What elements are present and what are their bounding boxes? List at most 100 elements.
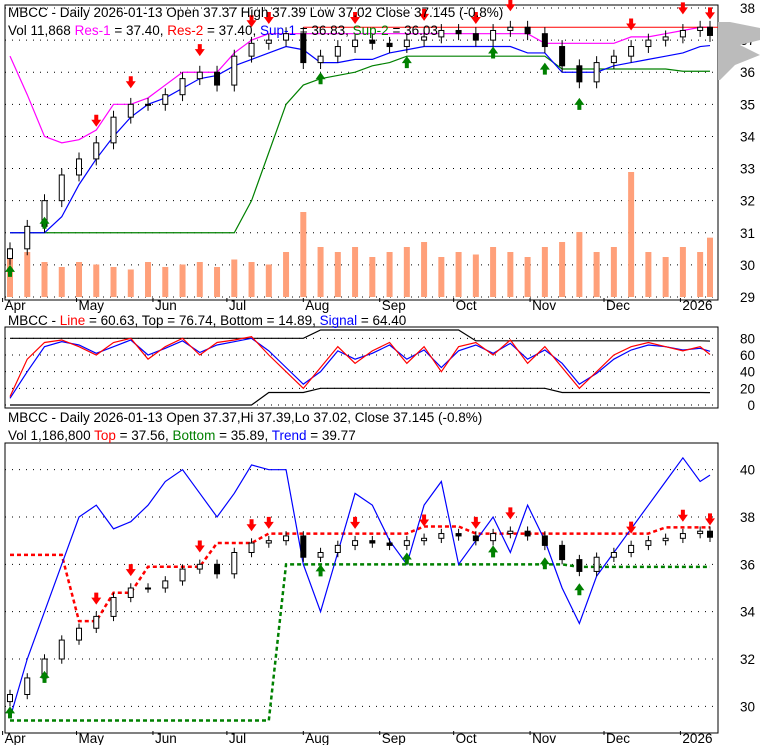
candle: [559, 46, 566, 67]
sell-arrow-icon: [705, 513, 715, 526]
x-tick-label: Sep: [382, 731, 406, 745]
candle: [645, 540, 652, 546]
sell-arrow-icon: [194, 44, 205, 57]
sell-arrow-icon: [470, 12, 481, 25]
candle: [24, 225, 31, 250]
sell-arrow-icon: [125, 76, 136, 89]
candle: [697, 26, 704, 31]
candle: [127, 103, 134, 118]
x-tick-label: Apr: [5, 731, 27, 745]
volume-by-price-histogram: [718, 22, 760, 80]
buy-arrow-icon: [539, 557, 550, 570]
candle: [231, 55, 238, 86]
sell-arrow-icon: [626, 521, 637, 534]
candle: [162, 94, 169, 105]
oscillator-legend: MBCC - Line = 60.63, Top = 76.74, Bottom…: [8, 313, 406, 328]
candle: [334, 544, 341, 554]
sell-arrow-icon: [505, 0, 516, 12]
candle: [541, 535, 548, 546]
price-panel-title: MBCC - Daily 2026-01-13 Open 37.37 High …: [8, 5, 503, 20]
candle: [76, 158, 83, 176]
res2-value: = 37.40,: [203, 23, 260, 38]
candle: [58, 639, 65, 660]
volume-bar: [559, 242, 566, 297]
price-panel-legend: Vol 11,868 Res-1 = 37.40, Res-2 = 37.40,…: [8, 23, 438, 38]
res1-value: = 37.40,: [111, 23, 168, 38]
volume-bar: [214, 267, 221, 297]
volume-bar: [352, 247, 359, 297]
bottom-value: = 35.89,: [215, 428, 271, 443]
trend-panel-title: MBCC - Daily 2026-01-13 Open 37.37,Hi 37…: [8, 410, 482, 425]
sell-arrow-icon: [91, 114, 102, 127]
candle: [472, 535, 479, 542]
buy-arrow-icon: [39, 216, 50, 229]
volume-bar: [41, 262, 48, 297]
buy-arrow-icon: [401, 56, 412, 69]
candle: [662, 537, 669, 542]
volume-bar: [707, 237, 713, 297]
sell-arrow-icon: [677, 509, 688, 522]
volume-bar: [403, 247, 410, 297]
volume-bar: [421, 242, 428, 297]
legend-sup1: Sup-1: [260, 23, 296, 38]
price-frame: [4, 4, 719, 301]
candle: [162, 580, 169, 589]
legend-top: Top: [94, 428, 116, 443]
candle: [300, 535, 307, 558]
candle: [145, 587, 152, 590]
candle: [707, 26, 713, 36]
buy-arrow-icon: [401, 552, 412, 565]
buy-arrow-icon: [5, 706, 15, 719]
price-y-tick-label: 31: [740, 226, 755, 241]
sell-arrow-icon: [350, 516, 361, 529]
trend-y-tick-label: 30: [740, 699, 755, 714]
volume-bar: [610, 247, 617, 297]
candle: [403, 39, 410, 48]
volume-bar: [645, 252, 652, 297]
candle: [386, 542, 393, 546]
candle: [507, 26, 514, 31]
candle: [507, 530, 514, 535]
candle: [593, 556, 600, 572]
oscillator-y-tick-label: 40: [740, 365, 755, 380]
candle: [334, 46, 341, 57]
buy-arrow-icon: [574, 583, 585, 596]
x-tick-label: Nov: [532, 731, 556, 745]
candle: [524, 530, 531, 537]
volume-bar: [24, 252, 31, 297]
candle: [490, 533, 497, 542]
volume-bar: [576, 232, 583, 297]
signal-line: [9, 337, 711, 399]
volume-bar: [472, 254, 479, 297]
sell-arrow-icon: [705, 7, 715, 20]
volume-bar: [679, 247, 686, 297]
volume-bar: [593, 252, 600, 297]
candle: [265, 540, 272, 544]
trend-y-tick-label: 34: [740, 605, 756, 620]
candle: [248, 42, 255, 57]
volume-bar: [334, 252, 341, 297]
buy-arrow-icon: [539, 62, 550, 75]
x-tick-label: Dec: [606, 298, 630, 313]
legend-res2: Res-2: [167, 23, 203, 38]
trend-y-tick-label: 32: [740, 652, 755, 667]
candle: [352, 540, 359, 546]
price-panel: 38373635343332313029AprMayJunJulAugSepOc…: [2, 0, 760, 313]
trend-frame: [4, 442, 719, 734]
volume-bar: [93, 264, 100, 297]
trend-line: [9, 456, 711, 719]
trend-panel: 40 38 36 34 32 30 Apr May Jun Jul Aug Sep Oct Nov Dec 2…: [2, 442, 756, 745]
candle: [455, 533, 462, 537]
sell-arrow-icon: [626, 18, 637, 31]
candle: [541, 33, 548, 48]
volume-bar: [369, 257, 376, 297]
legend-line: Line: [60, 313, 86, 328]
osc-values: = 60.63, Top = 76.74, Bottom = 14.89,: [85, 313, 319, 328]
volume-readout: Vol 11,868: [8, 23, 71, 38]
sup2-value: = 36.03: [389, 23, 438, 38]
legend-trend: Trend: [272, 428, 307, 443]
candle: [679, 533, 686, 539]
candle: [58, 174, 65, 202]
